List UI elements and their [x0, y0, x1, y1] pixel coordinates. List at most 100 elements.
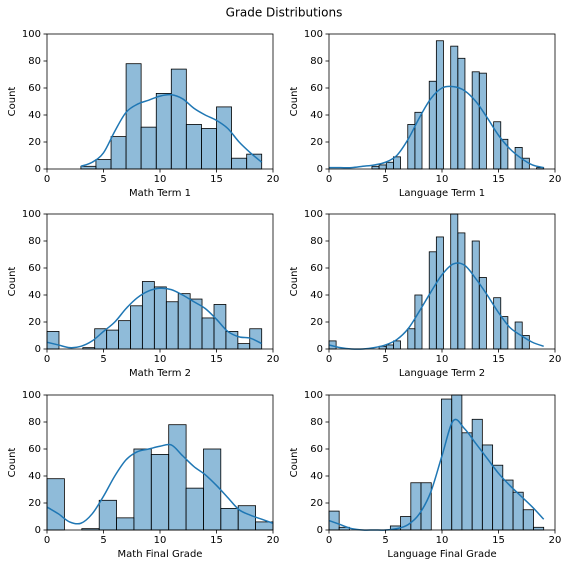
- bar: [450, 45, 459, 170]
- y-tick-label: 40: [28, 471, 41, 482]
- bar: [237, 505, 256, 531]
- bar: [185, 124, 202, 170]
- bar: [130, 305, 143, 350]
- bar: [471, 240, 480, 350]
- bar: [255, 521, 274, 531]
- bar: [493, 297, 502, 350]
- y-tick-label: 80: [28, 417, 41, 428]
- bar: [457, 57, 466, 170]
- bar: [177, 293, 191, 350]
- y-tick-label: 100: [22, 29, 41, 40]
- x-tick-label: 20: [549, 354, 562, 365]
- bar: [533, 526, 545, 531]
- bar: [185, 487, 204, 531]
- y-tick-label: 60: [310, 444, 323, 455]
- y-tick-label: 40: [310, 471, 323, 482]
- bar: [133, 448, 152, 531]
- x-tick-label: 0: [326, 354, 332, 365]
- x-axis-label: Language Term 2: [399, 368, 485, 379]
- bar: [471, 71, 480, 170]
- x-tick-label: 15: [210, 535, 223, 546]
- kde-line: [46, 443, 274, 525]
- x-tick-label: 5: [100, 354, 106, 365]
- y-tick-label: 20: [310, 498, 323, 509]
- bar: [46, 331, 60, 350]
- y-tick-label: 20: [28, 317, 41, 328]
- bar: [385, 161, 394, 170]
- x-tick-label: 15: [210, 354, 223, 365]
- bar: [378, 164, 387, 170]
- x-tick-label: 15: [210, 174, 223, 185]
- bar: [95, 159, 112, 170]
- bar: [450, 213, 459, 350]
- y-axis-label: Count: [7, 448, 18, 478]
- x-axis-label: Math Final Grade: [118, 549, 203, 560]
- bar: [371, 165, 380, 170]
- bar: [393, 156, 401, 170]
- bar: [471, 418, 483, 531]
- bar: [385, 344, 394, 350]
- bar: [213, 304, 227, 350]
- bar: [231, 157, 248, 170]
- x-axis-label: Math Term 1: [129, 188, 191, 199]
- x-tick-label: 0: [44, 535, 50, 546]
- y-tick-label: 20: [310, 137, 323, 148]
- y-tick-label: 100: [22, 209, 41, 220]
- bar: [118, 320, 131, 350]
- subplot: 0 5 10 15 20 0 20 40 60 80 100 Language Term 1 Count: [289, 29, 561, 199]
- y-axis-label: Count: [7, 267, 18, 297]
- bar: [522, 509, 534, 531]
- y-tick-label: 100: [304, 209, 323, 220]
- x-tick-label: 10: [154, 174, 167, 185]
- x-tick-label: 10: [154, 535, 167, 546]
- y-tick-label: 20: [28, 498, 41, 509]
- y-tick-label: 60: [28, 263, 41, 274]
- bar: [155, 93, 172, 170]
- x-tick-label: 5: [100, 174, 106, 185]
- bar: [393, 340, 401, 350]
- subplot: 0 5 10 15 20 0 20 40 60 80 100 Language Term 2 Count: [289, 209, 561, 379]
- bar: [94, 328, 108, 350]
- bar: [435, 236, 444, 350]
- y-axis-label: Count: [289, 448, 300, 478]
- x-tick-label: 5: [382, 354, 388, 365]
- kde-line: [329, 85, 544, 169]
- subplot: 0 5 10 15 20 0 20 40 60 80 100 Math Term 1 Count: [7, 29, 279, 199]
- x-tick-label: 10: [436, 535, 449, 546]
- y-tick-label: 0: [317, 164, 323, 175]
- x-tick-label: 20: [549, 535, 562, 546]
- y-tick-label: 100: [304, 390, 323, 401]
- x-tick-label: 10: [436, 354, 449, 365]
- x-tick-label: 0: [44, 174, 50, 185]
- y-tick-label: 60: [310, 263, 323, 274]
- bar: [140, 126, 157, 170]
- subplot: 0 5 10 15 20 0 20 40 60 80 100 Math Final Grade Coun…: [7, 390, 279, 560]
- y-tick-label: 80: [310, 417, 323, 428]
- x-tick-label: 0: [326, 535, 332, 546]
- figure-title: Grade Distributions: [226, 6, 343, 20]
- y-tick-label: 40: [28, 110, 41, 121]
- x-tick-label: 5: [382, 535, 388, 546]
- bar: [125, 63, 142, 170]
- bar: [410, 482, 422, 531]
- bar: [428, 251, 437, 350]
- bar: [150, 453, 170, 531]
- kde-line: [46, 287, 263, 349]
- y-tick-label: 0: [35, 525, 41, 536]
- y-axis-label: Count: [289, 267, 300, 297]
- y-tick-label: 20: [310, 317, 323, 328]
- bar: [492, 464, 504, 531]
- bar: [420, 482, 432, 531]
- y-tick-label: 80: [28, 236, 41, 247]
- y-tick-label: 100: [304, 29, 323, 40]
- bar: [110, 136, 127, 170]
- y-tick-label: 0: [317, 344, 323, 355]
- bar: [46, 478, 65, 531]
- bar: [457, 232, 466, 350]
- y-tick-label: 40: [310, 290, 323, 301]
- y-axis-label: Count: [7, 87, 18, 117]
- kde-line: [80, 93, 263, 168]
- x-tick-label: 10: [154, 354, 167, 365]
- y-tick-label: 20: [28, 137, 41, 148]
